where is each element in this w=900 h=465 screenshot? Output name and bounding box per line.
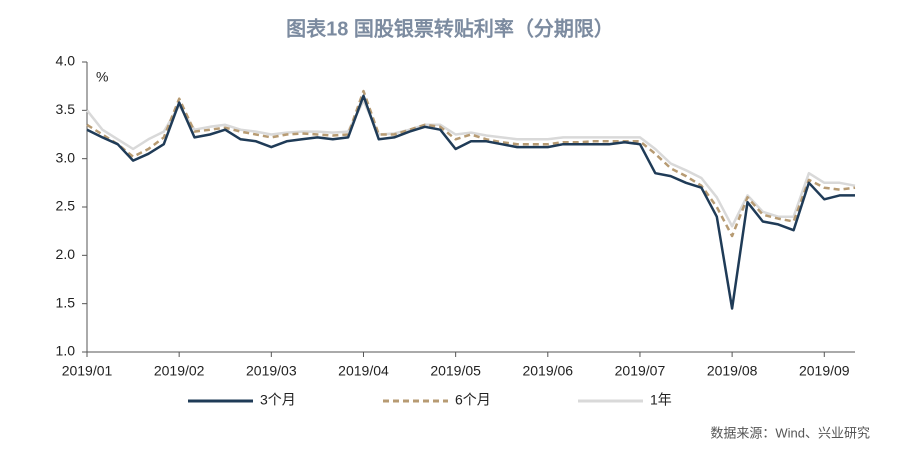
y-tick-label: 1.0 (56, 343, 76, 359)
x-tick-label: 2019/07 (615, 363, 666, 379)
series-line (86, 99, 856, 228)
legend-label: 1年 (650, 392, 672, 408)
y-tick-label: 3.5 (56, 101, 76, 117)
x-tick-label: 2019/09 (799, 363, 850, 379)
y-tick-label: 3.0 (56, 149, 76, 165)
x-tick-label: 2019/08 (707, 363, 758, 379)
x-tick-label: 2019/01 (62, 363, 113, 379)
legend-label: 3个月 (260, 392, 296, 408)
source-note: 数据来源：Wind、兴业研究 (710, 425, 870, 440)
y-tick-label: 2.0 (56, 246, 76, 262)
chart-title: 图表18 国股银票转贴利率（分期限） (286, 16, 614, 40)
series-line (86, 94, 855, 310)
x-tick-label: 2019/02 (154, 363, 205, 379)
y-unit: % (96, 69, 108, 85)
y-tick-label: 2.5 (56, 198, 76, 214)
x-tick-label: 2019/04 (338, 363, 389, 379)
legend-label: 6个月 (455, 392, 491, 408)
x-tick-label: 2019/06 (522, 363, 573, 379)
series-line (86, 89, 856, 238)
y-tick-label: 4.0 (56, 53, 76, 69)
x-tick-label: 2019/03 (246, 363, 297, 379)
y-tick-label: 1.5 (56, 294, 76, 310)
x-tick-label: 2019/05 (430, 363, 481, 379)
